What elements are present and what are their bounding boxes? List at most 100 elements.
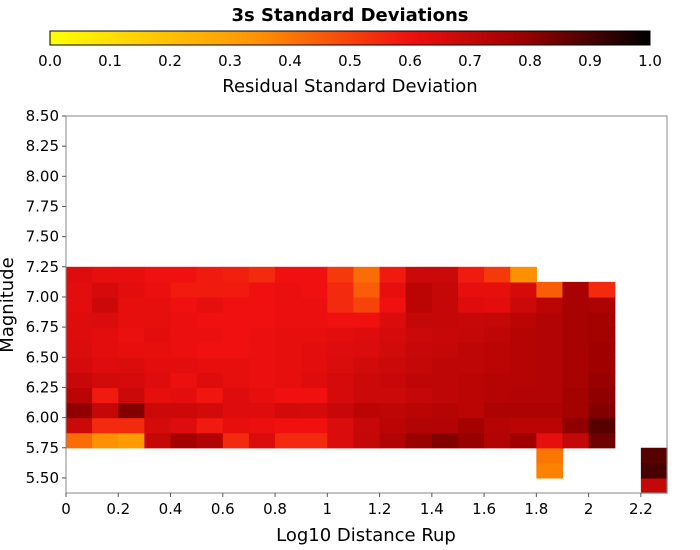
x-axis-label: Log10 Distance Rup [276, 525, 456, 546]
heatmap-cell [327, 266, 355, 283]
heatmap-cell [66, 372, 93, 389]
heatmap-cell [405, 312, 433, 328]
y-tick-label: 8.00 [26, 167, 59, 185]
heatmap-cell [457, 312, 485, 328]
heatmap-cell [484, 266, 511, 283]
colorbar-ticks: 0.0 0.1 0.2 0.3 0.4 0.5 0.6 0.7 0.8 0.9 1.0 [38, 52, 662, 70]
heatmap-cell [275, 387, 302, 404]
heatmap-cell [275, 417, 302, 434]
colorbar-tick-label: 1.0 [638, 52, 662, 70]
colorbar-label: Residual Standard Deviation [222, 76, 477, 97]
heatmap-cell [144, 281, 172, 298]
heatmap-cell [457, 327, 485, 343]
heatmap-cell [248, 312, 276, 328]
heatmap-cell [144, 266, 172, 283]
heatmap-cell [327, 402, 355, 419]
heatmap-cell [66, 281, 93, 298]
heatmap-cell [431, 387, 459, 404]
heatmap-cell [248, 432, 276, 449]
heatmap-cell [118, 342, 145, 358]
heatmap-cell [92, 402, 119, 419]
heatmap-cell [248, 342, 276, 358]
heatmap-cell [327, 296, 355, 313]
heatmap-cell [301, 417, 328, 434]
colorbar-tick-label: 0.7 [458, 52, 482, 70]
heatmap-cell [222, 417, 250, 434]
y-axis-ticks: 5.50 5.75 6.00 6.25 6.50 6.75 7.00 7.25 7.50 7.75… [26, 107, 66, 487]
heatmap-cell [275, 432, 302, 449]
heatmap-cell [431, 296, 459, 313]
heatmap-cell [170, 296, 198, 313]
heatmap-cell [170, 432, 198, 449]
heatmap-cell [510, 342, 537, 358]
heatmap-cell [144, 296, 172, 313]
heatmap-cell [170, 372, 198, 389]
heatmap-cell [248, 266, 276, 283]
heatmap-cell [536, 312, 564, 328]
heatmap-cell [66, 432, 93, 449]
heatmap-cell [379, 357, 407, 373]
heatmap-cell [222, 327, 250, 343]
heatmap-cell [353, 266, 381, 283]
heatmap-cell [562, 357, 590, 373]
x-tick-label: 0.8 [263, 500, 287, 518]
heatmap-cell [536, 281, 564, 298]
heatmap-cell [248, 402, 276, 419]
heatmap-cell [275, 327, 302, 343]
heatmap-cell [353, 312, 381, 328]
heatmap-cell [275, 281, 302, 298]
colorbar-tick-label: 0.3 [218, 52, 242, 70]
heatmap-cell [536, 447, 564, 464]
heatmap-cell [353, 281, 381, 298]
heatmap-cell [405, 266, 433, 283]
heatmap-cell [170, 357, 198, 373]
heatmap-cell [196, 281, 224, 298]
heatmap-cell [588, 342, 616, 358]
heatmap-cell [379, 281, 407, 298]
heatmap-cell [484, 312, 511, 328]
heatmap-cell [431, 402, 459, 419]
heatmap-cell [66, 266, 93, 283]
heatmap-cell [275, 357, 302, 373]
heatmap-cell [431, 312, 459, 328]
heatmap-cell [144, 402, 172, 419]
heatmap-cell [353, 432, 381, 449]
heatmap-cell [144, 432, 172, 449]
heatmap-cell [222, 296, 250, 313]
heatmap-cell [510, 417, 537, 434]
heatmap-cell [562, 372, 590, 389]
heatmap-cell [222, 387, 250, 404]
heatmap-cell [536, 462, 564, 479]
heatmap-cell [405, 387, 433, 404]
heatmap-cell [92, 327, 119, 343]
x-tick-label: 2 [584, 500, 594, 518]
heatmap-cell [562, 432, 590, 449]
heatmap-cell [327, 372, 355, 389]
heatmap-cell [66, 342, 93, 358]
heatmap-cell [510, 432, 537, 449]
heatmap-cell [248, 357, 276, 373]
y-axis-label: Magnitude [0, 257, 18, 352]
heatmap-cell [405, 357, 433, 373]
y-tick-label: 6.75 [26, 318, 59, 336]
colorbar-tick-label: 0.4 [278, 52, 302, 70]
heatmap-cell [196, 417, 224, 434]
heatmap-cell [92, 387, 119, 404]
heatmap-cell [510, 312, 537, 328]
heatmap-cell [196, 327, 224, 343]
heatmap-cell [562, 417, 590, 434]
heatmap-cell [275, 266, 302, 283]
heatmap-cell [405, 372, 433, 389]
heatmap-cell [196, 432, 224, 449]
heatmap-cell [457, 357, 485, 373]
y-tick-label: 7.75 [26, 197, 59, 215]
heatmap-cell [66, 312, 93, 328]
heatmap-cell [170, 342, 198, 358]
heatmap-cell [327, 342, 355, 358]
heatmap-cell [588, 387, 616, 404]
heatmap-cell [118, 357, 145, 373]
heatmap-cell [588, 327, 616, 343]
heatmap-cell [222, 281, 250, 298]
heatmap-cell [170, 417, 198, 434]
heatmap-cell [588, 372, 616, 389]
